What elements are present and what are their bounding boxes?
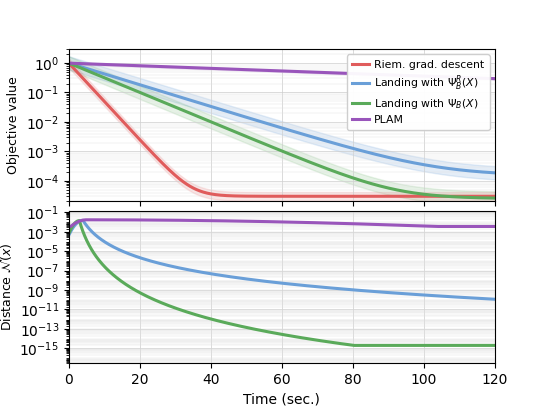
Line: Landing with $\Psi_B^R(X)$: Landing with $\Psi_B^R(X)$ bbox=[69, 63, 495, 173]
Riem. grad. descent bbox=[140, 140, 146, 145]
PLAM bbox=[492, 76, 498, 81]
Line: PLAM: PLAM bbox=[69, 63, 495, 79]
Riem. grad. descent bbox=[483, 194, 490, 199]
Landing with $\Psi_B(X)$ bbox=[248, 136, 254, 141]
Landing with $\Psi_B(X)$ bbox=[492, 196, 498, 201]
Landing with $\Psi_B^R(X)$ bbox=[437, 165, 444, 170]
Y-axis label: Objective value: Objective value bbox=[7, 76, 20, 174]
Line: Riem. grad. descent: Riem. grad. descent bbox=[69, 63, 495, 196]
Landing with $\Psi_B(X)$ bbox=[483, 195, 490, 200]
Landing with $\Psi_B(X)$ bbox=[114, 81, 121, 86]
Landing with $\Psi_B^R(X)$ bbox=[483, 170, 490, 175]
Landing with $\Psi_B^R(X)$ bbox=[229, 111, 235, 115]
PLAM bbox=[437, 74, 444, 79]
Riem. grad. descent bbox=[437, 194, 444, 199]
Landing with $\Psi_B(X)$ bbox=[229, 128, 235, 133]
Landing with $\Psi_B^R(X)$ bbox=[492, 171, 498, 175]
Landing with $\Psi_B^R(X)$ bbox=[114, 75, 121, 80]
PLAM bbox=[248, 67, 254, 72]
Line: Landing with $\Psi_B(X)$: Landing with $\Psi_B(X)$ bbox=[69, 63, 495, 198]
X-axis label: Time (sec.): Time (sec.) bbox=[244, 392, 320, 406]
Landing with $\Psi_B^R(X)$ bbox=[140, 83, 146, 88]
Riem. grad. descent bbox=[229, 193, 235, 198]
Landing with $\Psi_B(X)$ bbox=[437, 193, 444, 198]
Riem. grad. descent bbox=[248, 194, 254, 199]
Landing with $\Psi_B^R(X)$ bbox=[65, 61, 72, 66]
Legend: Riem. grad. descent, Landing with $\Psi_B^R(X)$, Landing with $\Psi_B(X)$, PLAM: Riem. grad. descent, Landing with $\Psi_… bbox=[347, 54, 490, 130]
PLAM bbox=[483, 76, 490, 81]
Riem. grad. descent bbox=[492, 194, 498, 199]
Riem. grad. descent bbox=[65, 61, 72, 66]
Landing with $\Psi_B(X)$ bbox=[140, 91, 146, 96]
PLAM bbox=[65, 61, 72, 66]
Y-axis label: Distance $\mathcal{N}(x)$: Distance $\mathcal{N}(x)$ bbox=[0, 242, 14, 331]
Landing with $\Psi_B(X)$ bbox=[65, 61, 72, 66]
Landing with $\Psi_B^R(X)$ bbox=[248, 116, 254, 121]
PLAM bbox=[140, 63, 146, 68]
Riem. grad. descent bbox=[114, 113, 121, 118]
PLAM bbox=[229, 67, 235, 72]
PLAM bbox=[114, 62, 121, 67]
